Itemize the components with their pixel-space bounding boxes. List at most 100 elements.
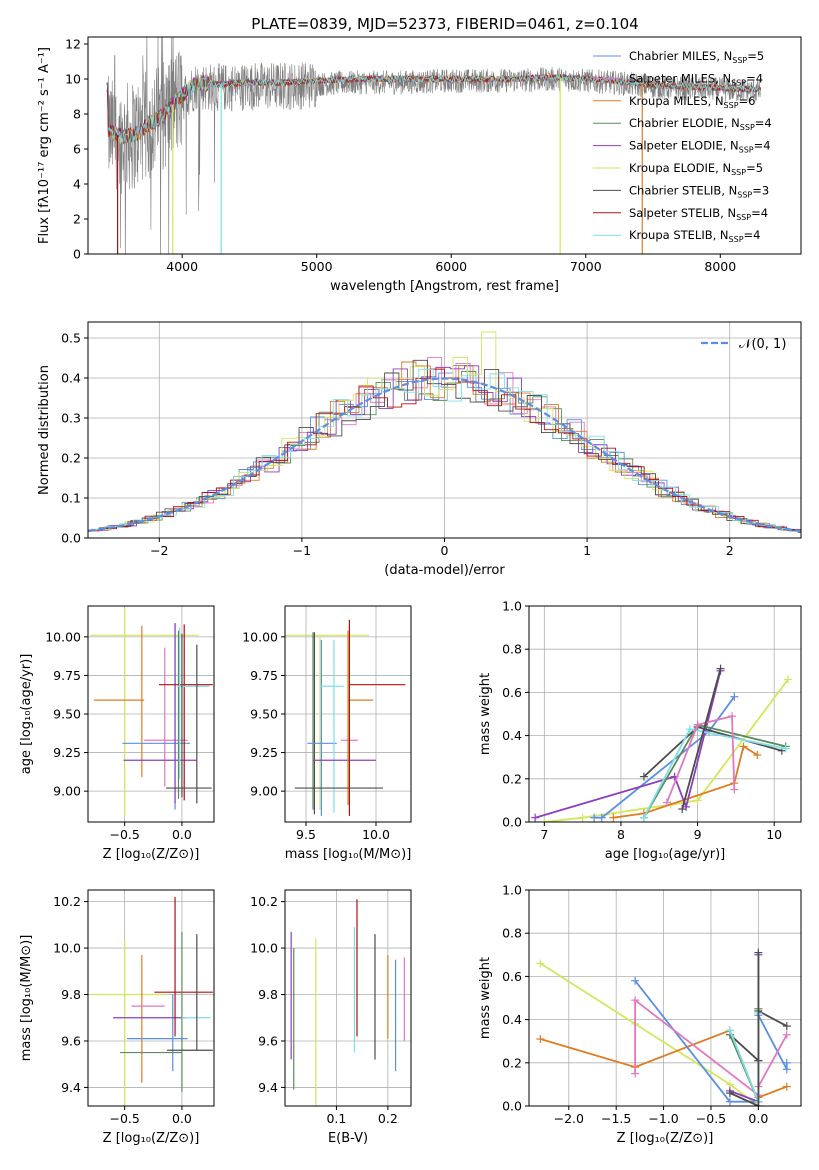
- residuals-ytick-label: 0.1: [61, 491, 81, 506]
- residuals-xtick-label: 0: [441, 543, 449, 558]
- residuals-ytick-label: 0.0: [61, 531, 81, 546]
- residuals-xlabel: (data-model)/error: [384, 563, 505, 578]
- mass_vs_z-xtick-label: 0.0: [172, 1111, 192, 1126]
- spectrum-frame: [87, 36, 802, 255]
- weight_vs_age-plot-area: [529, 605, 801, 823]
- weight_vs_z-xlabel: Z [log₁₀(Z/Z⊙)]: [617, 1131, 714, 1146]
- spectrum-ytick-label: 4: [73, 177, 81, 192]
- age_vs_z-ytick-label: 9.50: [53, 707, 81, 722]
- residuals-xtick-label: −2: [150, 543, 168, 558]
- age_vs_mass-xtick-label: 10.0: [362, 827, 390, 842]
- mass_vs_z-plot-area: [88, 890, 214, 1106]
- histogram-kroupa_stelib: [90, 368, 801, 532]
- weight-line-chabrier_elodie: [643, 723, 786, 819]
- age_vs_z-xlabel: Z [log₁₀(Z/Z⊙)]: [103, 847, 200, 862]
- spectrum-xtick-label: 5000: [301, 259, 333, 274]
- weight_vs_age-ytick-label: 0.2: [502, 771, 522, 786]
- spectrum-ytick-label: 12: [65, 37, 81, 52]
- weight_vs_age-ytick-label: 1.0: [502, 599, 522, 614]
- weight_vs_z-ytick-label: 0.6: [502, 969, 522, 984]
- weight_vs_z-xtick-label: 0.0: [748, 1111, 768, 1126]
- weight_vs_age-ytick-label: 0.6: [502, 685, 522, 700]
- residuals-ylabel: Normed distribution: [37, 365, 52, 495]
- weight-line-kroupa_elodie: [539, 962, 759, 1106]
- residuals-xtick-label: 2: [726, 543, 734, 558]
- mass_vs_ebv-ytick-label: 9.6: [258, 1033, 278, 1048]
- age-vs-mass-panel: 9.5 10.0 9.00 9.25 9.50 9.75 10.00 mass [log₁₀(…: [242, 605, 412, 862]
- spectrum-ytick-label: 10: [65, 72, 81, 87]
- mass_vs_z-ytick-label: 10.0: [53, 941, 81, 956]
- weight_vs_age-xtick-label: 8: [617, 827, 625, 842]
- histogram-kroupa_elodie: [88, 331, 801, 532]
- spectrum-xtick-label: 7000: [570, 259, 602, 274]
- weight-line-chabrier_stelib: [681, 668, 722, 810]
- weight-line-chabrier_stelib: [729, 952, 760, 1106]
- spectrum-panel: 4000 5000 6000 7000 8000 0 2 4 6 8 10 12 wavelength …: [37, 36, 802, 294]
- mass_vs_ebv-ytick-label: 10.2: [250, 894, 278, 909]
- spectrum-xtick-label: 8000: [704, 259, 736, 274]
- legend-label-chabrier_elodie: Chabrier ELODIE, NSSP=4: [629, 116, 772, 132]
- weight_vs_age-ytick-label: 0.8: [502, 642, 522, 657]
- weight_vs_z-ytick-label: 0.4: [502, 1012, 522, 1027]
- mass_vs_z-ytick-label: 9.4: [61, 1080, 81, 1095]
- weight_vs_z-ylabel: mass weight: [478, 957, 493, 1039]
- age_vs_z-marks: [90, 607, 213, 816]
- residuals-ytick-label: 0.5: [61, 331, 81, 346]
- weight-line-salpeter_elodie: [729, 954, 760, 1104]
- weight-vs-z-panel: −2.0 −1.5 −1.0 −0.5 0.0 0.0 0.2 0.4 0.6 0.8 1.0 Z […: [478, 883, 802, 1146]
- weight_vs_age-xtick-label: 10: [766, 827, 782, 842]
- weight_vs_z-ytick-label: 1.0: [502, 883, 522, 898]
- figure-title: PLATE=0839, MJD=52373, FIBERID=0461, z=0…: [251, 15, 638, 33]
- weight_vs_age-xlabel: age [log₁₀(age/yr)]: [605, 847, 726, 862]
- legend-label-kroupa_miles: Kroupa MILES, NSSP=6: [629, 94, 755, 110]
- weight_vs_age-ytick-label: 0.4: [502, 728, 522, 743]
- age_vs_mass-xlabel: mass [log₁₀(M/M⊙)]: [285, 847, 412, 862]
- weight_vs_z-ytick-label: 0.8: [502, 926, 522, 941]
- mass_vs_ebv-xlabel: E(B-V): [328, 1131, 368, 1146]
- residuals-ytick-label: 0.3: [61, 411, 81, 426]
- mass_vs_ebv-marks: [290, 899, 405, 1106]
- spectrum-ytick-label: 8: [73, 107, 81, 122]
- weight_vs_z-marks: [536, 948, 791, 1106]
- weight_vs_age-ylabel: mass weight: [478, 673, 493, 755]
- age_vs_mass-ytick-label: 9.25: [250, 745, 278, 760]
- mass_vs_ebv-frame: [284, 889, 412, 1107]
- age_vs_z-xtick-label: 0.0: [172, 827, 192, 842]
- mass_vs_z-ylabel: mass [log₁₀(M/M⊙)]: [19, 935, 34, 1062]
- age-vs-z-panel: −0.5 0.0 9.00 9.25 9.50 9.75 10.00 Z [log₁₀(Z/Z…: [19, 605, 215, 862]
- mass-vs-z-panel: −0.5 0.0 9.4 9.6 9.8 10.0 10.2 Z [log₁₀(Z/Z⊙)] m…: [19, 889, 215, 1146]
- mass_vs_ebv-xtick-label: 0.1: [326, 1111, 346, 1126]
- age_vs_z-ylabel: age [log₁₀(age/yr)]: [19, 654, 34, 775]
- residuals-xtick-label: 1: [583, 543, 591, 558]
- age_vs_z-plot-area: [88, 606, 214, 822]
- legend-label-salpeter_stelib: Salpeter STELIB, NSSP=4: [629, 206, 768, 222]
- residuals-xtick-label: −1: [293, 543, 311, 558]
- mass_vs_z-marks: [90, 896, 213, 1106]
- weight_vs_z-xtick-label: −1.0: [648, 1111, 678, 1126]
- age_vs_z-ytick-label: 10.00: [45, 629, 81, 644]
- spectrum-ylabel: Flux [fλ10⁻¹⁷ erg cm⁻² s⁻¹ A⁻¹]: [37, 47, 52, 244]
- mass_vs_ebv-ytick-label: 9.8: [258, 987, 278, 1002]
- mass_vs_z-xlabel: Z [log₁₀(Z/Z⊙)]: [103, 1131, 200, 1146]
- model-spectrum-kroupa_stelib: [107, 73, 761, 144]
- age_vs_z-ytick-label: 9.00: [53, 784, 81, 799]
- age_vs_z-ytick-label: 9.25: [53, 745, 81, 760]
- mass_vs_z-frame: [87, 889, 215, 1107]
- weight-vs-age-panel: 7 8 9 10 0.0 0.2 0.4 0.6 0.8 1.0 age [log₁₀(age/yr…: [478, 599, 802, 862]
- age_vs_z-ytick-label: 9.75: [53, 668, 81, 683]
- spectrum-xlabel: wavelength [Angstrom, rest frame]: [330, 279, 559, 294]
- weight-line-salpeter_elodie: [534, 670, 722, 819]
- weight_vs_z-xtick-label: −2.0: [554, 1111, 584, 1126]
- weight_vs_z-plot-area: [529, 889, 801, 1107]
- age_vs_mass-ytick-label: 9.00: [250, 784, 278, 799]
- weight-line-salpeter_miles: [666, 715, 736, 803]
- legend-label-chabrier_stelib: Chabrier STELIB, NSSP=3: [629, 183, 769, 199]
- mass_vs_ebv-ytick-label: 9.4: [258, 1080, 278, 1095]
- age_vs_mass-ytick-label: 9.75: [250, 668, 278, 683]
- legend-label-salpeter_miles: Salpeter MILES, NSSP=4: [629, 71, 763, 87]
- spectrum-xtick-label: 6000: [435, 259, 467, 274]
- mass_vs_z-ytick-label: 9.8: [61, 987, 81, 1002]
- age_vs_mass-ytick-label: 9.50: [250, 707, 278, 722]
- observed-spectrum: [107, 37, 761, 254]
- residuals-ytick-label: 0.2: [61, 451, 81, 466]
